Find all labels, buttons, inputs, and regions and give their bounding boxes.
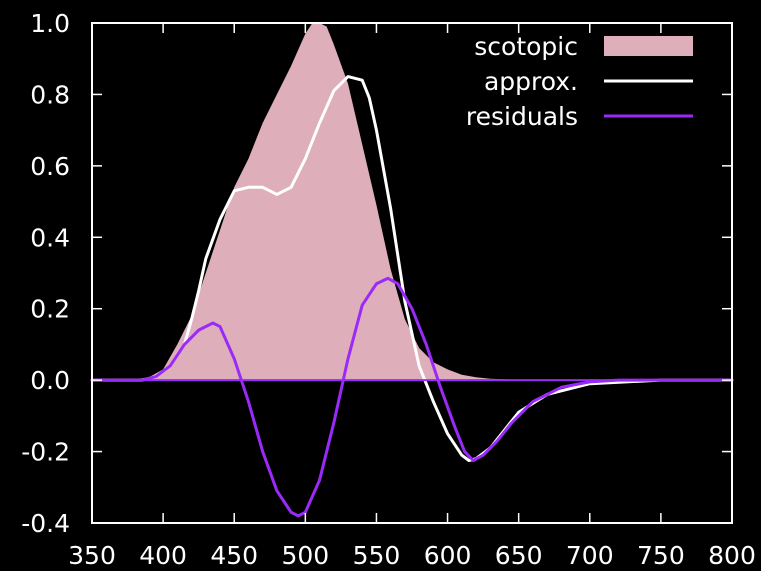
x-tick-label: 750 [637, 541, 685, 570]
series-scotopic-area [92, 23, 732, 381]
legend-label-approx: approx. [484, 67, 578, 96]
area-layer [92, 23, 732, 381]
x-tick-label: 400 [139, 541, 187, 570]
x-tick-label: 500 [281, 541, 329, 570]
legend-label-residuals: residuals [466, 102, 578, 131]
y-tick-label: 0.0 [30, 366, 70, 395]
x-tick-label: 650 [495, 541, 543, 570]
legend-label-scotopic: scotopic [474, 32, 578, 61]
y-tick-label: -0.2 [21, 438, 70, 467]
y-tick-label: 0.6 [30, 152, 70, 181]
x-tick-label: 550 [353, 541, 401, 570]
y-tick-label: 0.8 [30, 80, 70, 109]
x-tick-label: 700 [566, 541, 614, 570]
legend: scotopic approx. residuals [466, 32, 693, 131]
series-residuals-line [90, 276, 734, 518]
y-tick-label: 0.2 [30, 295, 70, 324]
axis-layer: 350 400 450 500 550 600 650 700 750 800 -0.4 -0.2 0.… [21, 9, 756, 570]
y-tick-label: -0.4 [21, 509, 70, 538]
y-tick-label: 1.0 [30, 9, 70, 38]
x-tick-label: 450 [210, 541, 258, 570]
y-tick-label: 0.4 [30, 223, 70, 252]
legend-swatch-scotopic [604, 36, 693, 56]
x-tick-label: 350 [68, 541, 116, 570]
plot-frame [91, 22, 733, 524]
x-tick-label: 600 [424, 541, 472, 570]
x-tick-label: 800 [708, 541, 756, 570]
line-layer [90, 75, 734, 518]
